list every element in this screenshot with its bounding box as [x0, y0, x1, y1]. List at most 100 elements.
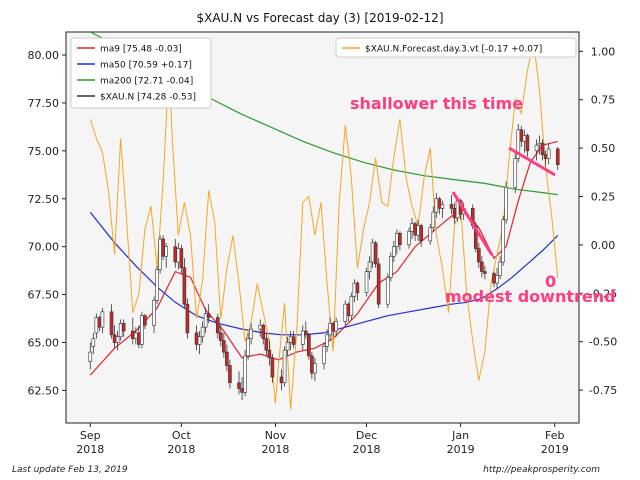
candle	[419, 223, 423, 247]
candle-body	[522, 135, 527, 142]
candle-body	[164, 246, 168, 257]
x-tick-label: Nov	[265, 429, 287, 442]
footer-source-url: http://peakprosperity.com	[483, 465, 600, 475]
candle	[109, 304, 114, 339]
candle-body	[197, 336, 202, 345]
y-left-tick-label: 62.50	[28, 384, 60, 397]
candle-body	[261, 324, 266, 339]
shallower-marker-line	[508, 146, 556, 177]
y-right-tick-label: -0.75	[589, 384, 617, 397]
legend-entry: ma9 [75.48 -0.03]	[100, 45, 182, 55]
legend-left-box	[70, 37, 212, 109]
legend-entry: $XAU.N.Forecast.day.3.vt [-0.17 +0.07]	[365, 45, 542, 55]
y-left-tick-label: 75.00	[28, 145, 60, 158]
candle	[313, 357, 317, 381]
candle	[300, 325, 305, 351]
candle-body	[176, 248, 181, 263]
candle-body	[473, 225, 478, 249]
y-right-tick-label: 0.00	[591, 239, 616, 252]
candle-body	[115, 336, 120, 343]
candle-body	[334, 321, 338, 332]
candle	[343, 300, 348, 326]
candle	[398, 231, 402, 251]
candle-body	[300, 330, 305, 345]
candle-body	[392, 246, 396, 257]
candle	[237, 371, 241, 395]
candle-body	[237, 382, 241, 389]
footer-last-update: Last update Feb 13, 2019	[12, 465, 128, 475]
candle-body	[91, 338, 96, 347]
candle-body	[243, 355, 247, 393]
candle	[121, 319, 126, 337]
candle-body	[222, 340, 226, 353]
candle	[513, 152, 518, 193]
candle	[100, 308, 105, 333]
candle-body	[452, 208, 457, 219]
candle	[376, 258, 381, 308]
candle	[203, 308, 208, 333]
candle-body	[367, 261, 372, 272]
candle	[364, 267, 369, 297]
candles	[88, 124, 560, 400]
candle-body	[519, 129, 524, 142]
candle-body	[264, 338, 269, 351]
candle	[367, 256, 372, 280]
candle	[200, 321, 205, 343]
x-axis: Sep2018Oct2018Nov2018Dec2018Jan2019Feb20…	[76, 423, 569, 456]
candle	[540, 139, 545, 161]
candle	[546, 143, 551, 165]
candle-body	[483, 271, 487, 274]
chart-title: $XAU.N vs Forecast day (3) [2019-02-12]	[196, 11, 443, 25]
candle-body	[100, 311, 105, 328]
candle-body	[88, 351, 93, 362]
candle	[480, 256, 484, 278]
candle	[534, 139, 539, 161]
candle-body	[322, 346, 326, 364]
candle	[392, 240, 396, 262]
candle-body	[346, 303, 351, 316]
candle	[246, 332, 250, 360]
candle	[325, 329, 329, 353]
y-right-tick-label: 1.00	[591, 45, 616, 58]
candle	[440, 200, 445, 218]
candle-body	[416, 225, 420, 236]
y-right-tick-label: 0.75	[591, 94, 616, 107]
candle-body	[194, 332, 199, 345]
candle-body	[504, 186, 508, 221]
candle-body	[134, 332, 138, 339]
annotation-modest-downtrend: modest downtrend	[445, 287, 616, 306]
candle-body	[513, 158, 518, 188]
candle-body	[140, 315, 144, 345]
candle	[91, 332, 96, 354]
candle	[501, 216, 505, 266]
candle-body	[537, 142, 542, 146]
candle-body	[94, 317, 99, 334]
candle	[388, 252, 393, 282]
candle-body	[225, 351, 229, 366]
candle	[179, 244, 184, 274]
candle-body	[373, 242, 378, 265]
candle	[206, 304, 211, 324]
y-left-tick-label: 65.00	[28, 337, 60, 350]
candle	[498, 256, 502, 280]
candle-body	[179, 248, 184, 269]
x-tick-label: 2019	[541, 443, 569, 456]
candle-body	[155, 269, 159, 301]
annotations: shallower this time modest downtrend 0	[350, 94, 616, 306]
x-tick-label: Oct	[172, 429, 192, 442]
candle	[197, 331, 202, 354]
y-right-tick-label: -0.50	[589, 336, 617, 349]
candle	[355, 281, 360, 301]
candle	[495, 267, 499, 289]
candle-body	[267, 349, 272, 359]
candle-body	[97, 317, 102, 328]
candle	[264, 332, 269, 356]
candle	[222, 332, 226, 358]
candle	[428, 223, 433, 245]
candle	[449, 194, 454, 215]
candle-body	[228, 365, 232, 384]
candle	[225, 344, 229, 372]
legend-entry: $XAU.N [74.28 -0.53]	[100, 93, 196, 103]
candle-body	[291, 336, 296, 345]
legend-right-box	[335, 37, 577, 58]
